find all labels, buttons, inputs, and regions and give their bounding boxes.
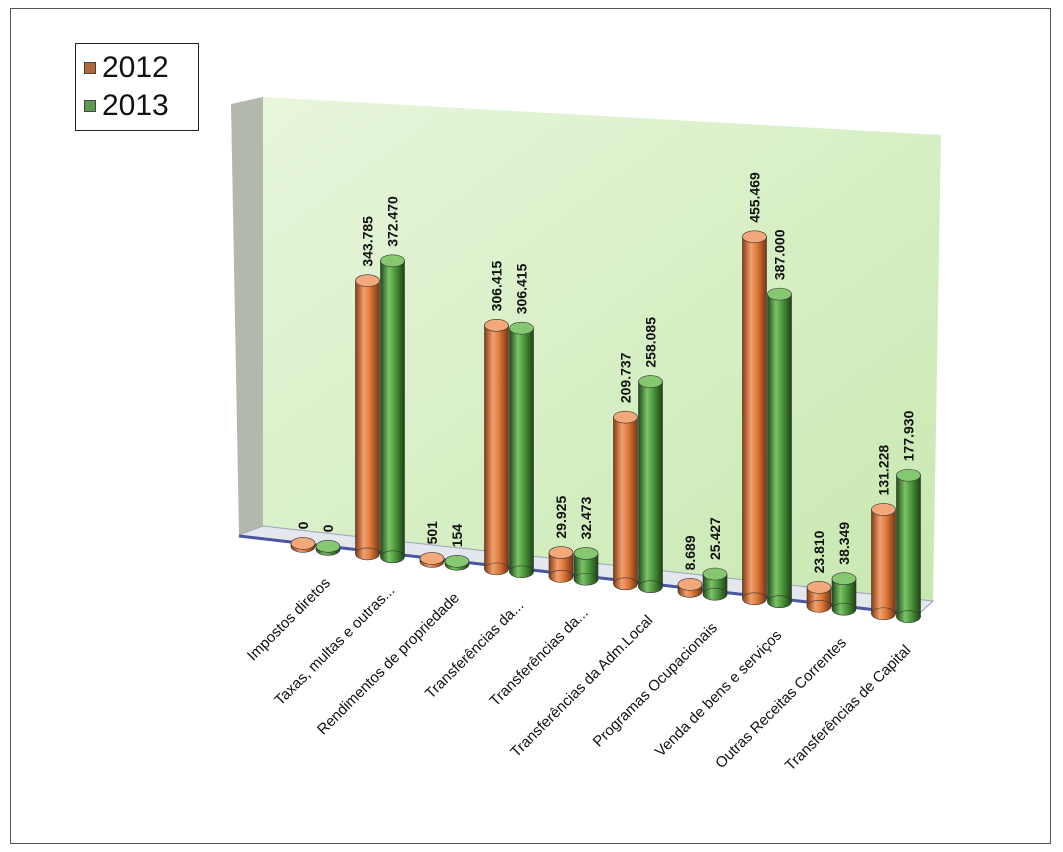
value-labels-group: 0 0 343.785 372.470 501 154 306.415 306.415 29.9… [295,172,917,573]
value-label-2012-4: 29.925 [553,496,569,539]
bar-2013-2 [444,554,470,571]
value-label-2012-2: 501 [424,521,440,545]
value-label-2012-1: 343.785 [360,216,376,267]
category-label-1: Taxas, multas e outras... [271,582,398,709]
value-label-2013-1: 372.470 [385,196,401,247]
bar-2012-9 [871,503,896,621]
legend-item-2012: 2012 [84,50,169,86]
value-label-2013-8: 38.349 [836,522,852,565]
bar-chart: 0 0 343.785 372.470 501 154 306.415 306.415 29.9… [231,97,941,774]
bar-2013-9 [896,468,921,623]
legend-swatch-2012 [84,62,96,74]
bar-2012-1 [355,274,380,561]
value-label-2013-6: 25.427 [707,517,723,560]
bar-2013-4 [573,547,599,586]
value-label-2012-5: 209.737 [618,352,634,403]
legend-label-2013: 2013 [102,89,169,122]
category-label-6: Programas Ocupacionais [590,619,721,750]
legend-label-2012: 2012 [102,51,169,84]
bar-2013-8 [831,572,857,616]
category-label-5: Transferências da Adm.Local [507,612,656,761]
category-label-8: Outras Receitas Correntes [712,634,850,772]
value-label-2012-9: 131.228 [876,445,892,496]
bar-2012-2 [419,552,445,568]
bar-2012-7 [742,230,767,606]
value-label-2013-9: 177.930 [901,410,917,461]
value-label-2013-4: 32.473 [578,496,594,539]
bar-2013-7 [767,287,792,608]
bar-2012-5 [613,410,638,591]
bar-2012-0 [290,537,316,553]
bar-2012-4 [548,546,574,583]
value-label-2012-7: 455.469 [747,172,763,223]
chart-frame: 0 0 343.785 372.470 501 154 306.415 306.415 29.9… [10,8,1051,844]
value-label-2013-7: 387.000 [772,229,788,280]
bar-2012-6 [677,578,703,598]
legend: 2012 2013 [75,43,199,131]
bar-2013-0 [315,540,341,556]
bar-2012-3 [484,319,509,576]
value-label-2013-5: 258.085 [643,317,659,368]
legend-swatch-2013 [84,100,96,112]
bar-2012-8 [806,581,832,613]
value-label-2013-3: 306.415 [514,263,530,314]
bar-2013-6 [702,567,728,601]
bar-2013-3 [509,321,534,579]
chart-side-wall [231,97,263,535]
legend-item-2013: 2013 [84,88,169,124]
category-label-9: Transferências de Capital [782,642,914,774]
bar-2013-5 [638,375,663,594]
value-label-2012-3: 306.415 [489,261,505,312]
value-label-2013-0: 0 [320,524,336,532]
value-label-2013-2: 154 [449,524,465,548]
category-label-7: Venda de bens e serviços [652,627,785,760]
value-label-2012-8: 23.810 [811,530,827,573]
category-label-2: Rendimentos de propriedade [314,589,463,738]
bar-2013-1 [380,254,405,564]
value-label-2012-6: 8.689 [682,535,698,570]
value-label-2012-0: 0 [295,521,311,529]
bars-group [290,230,921,623]
